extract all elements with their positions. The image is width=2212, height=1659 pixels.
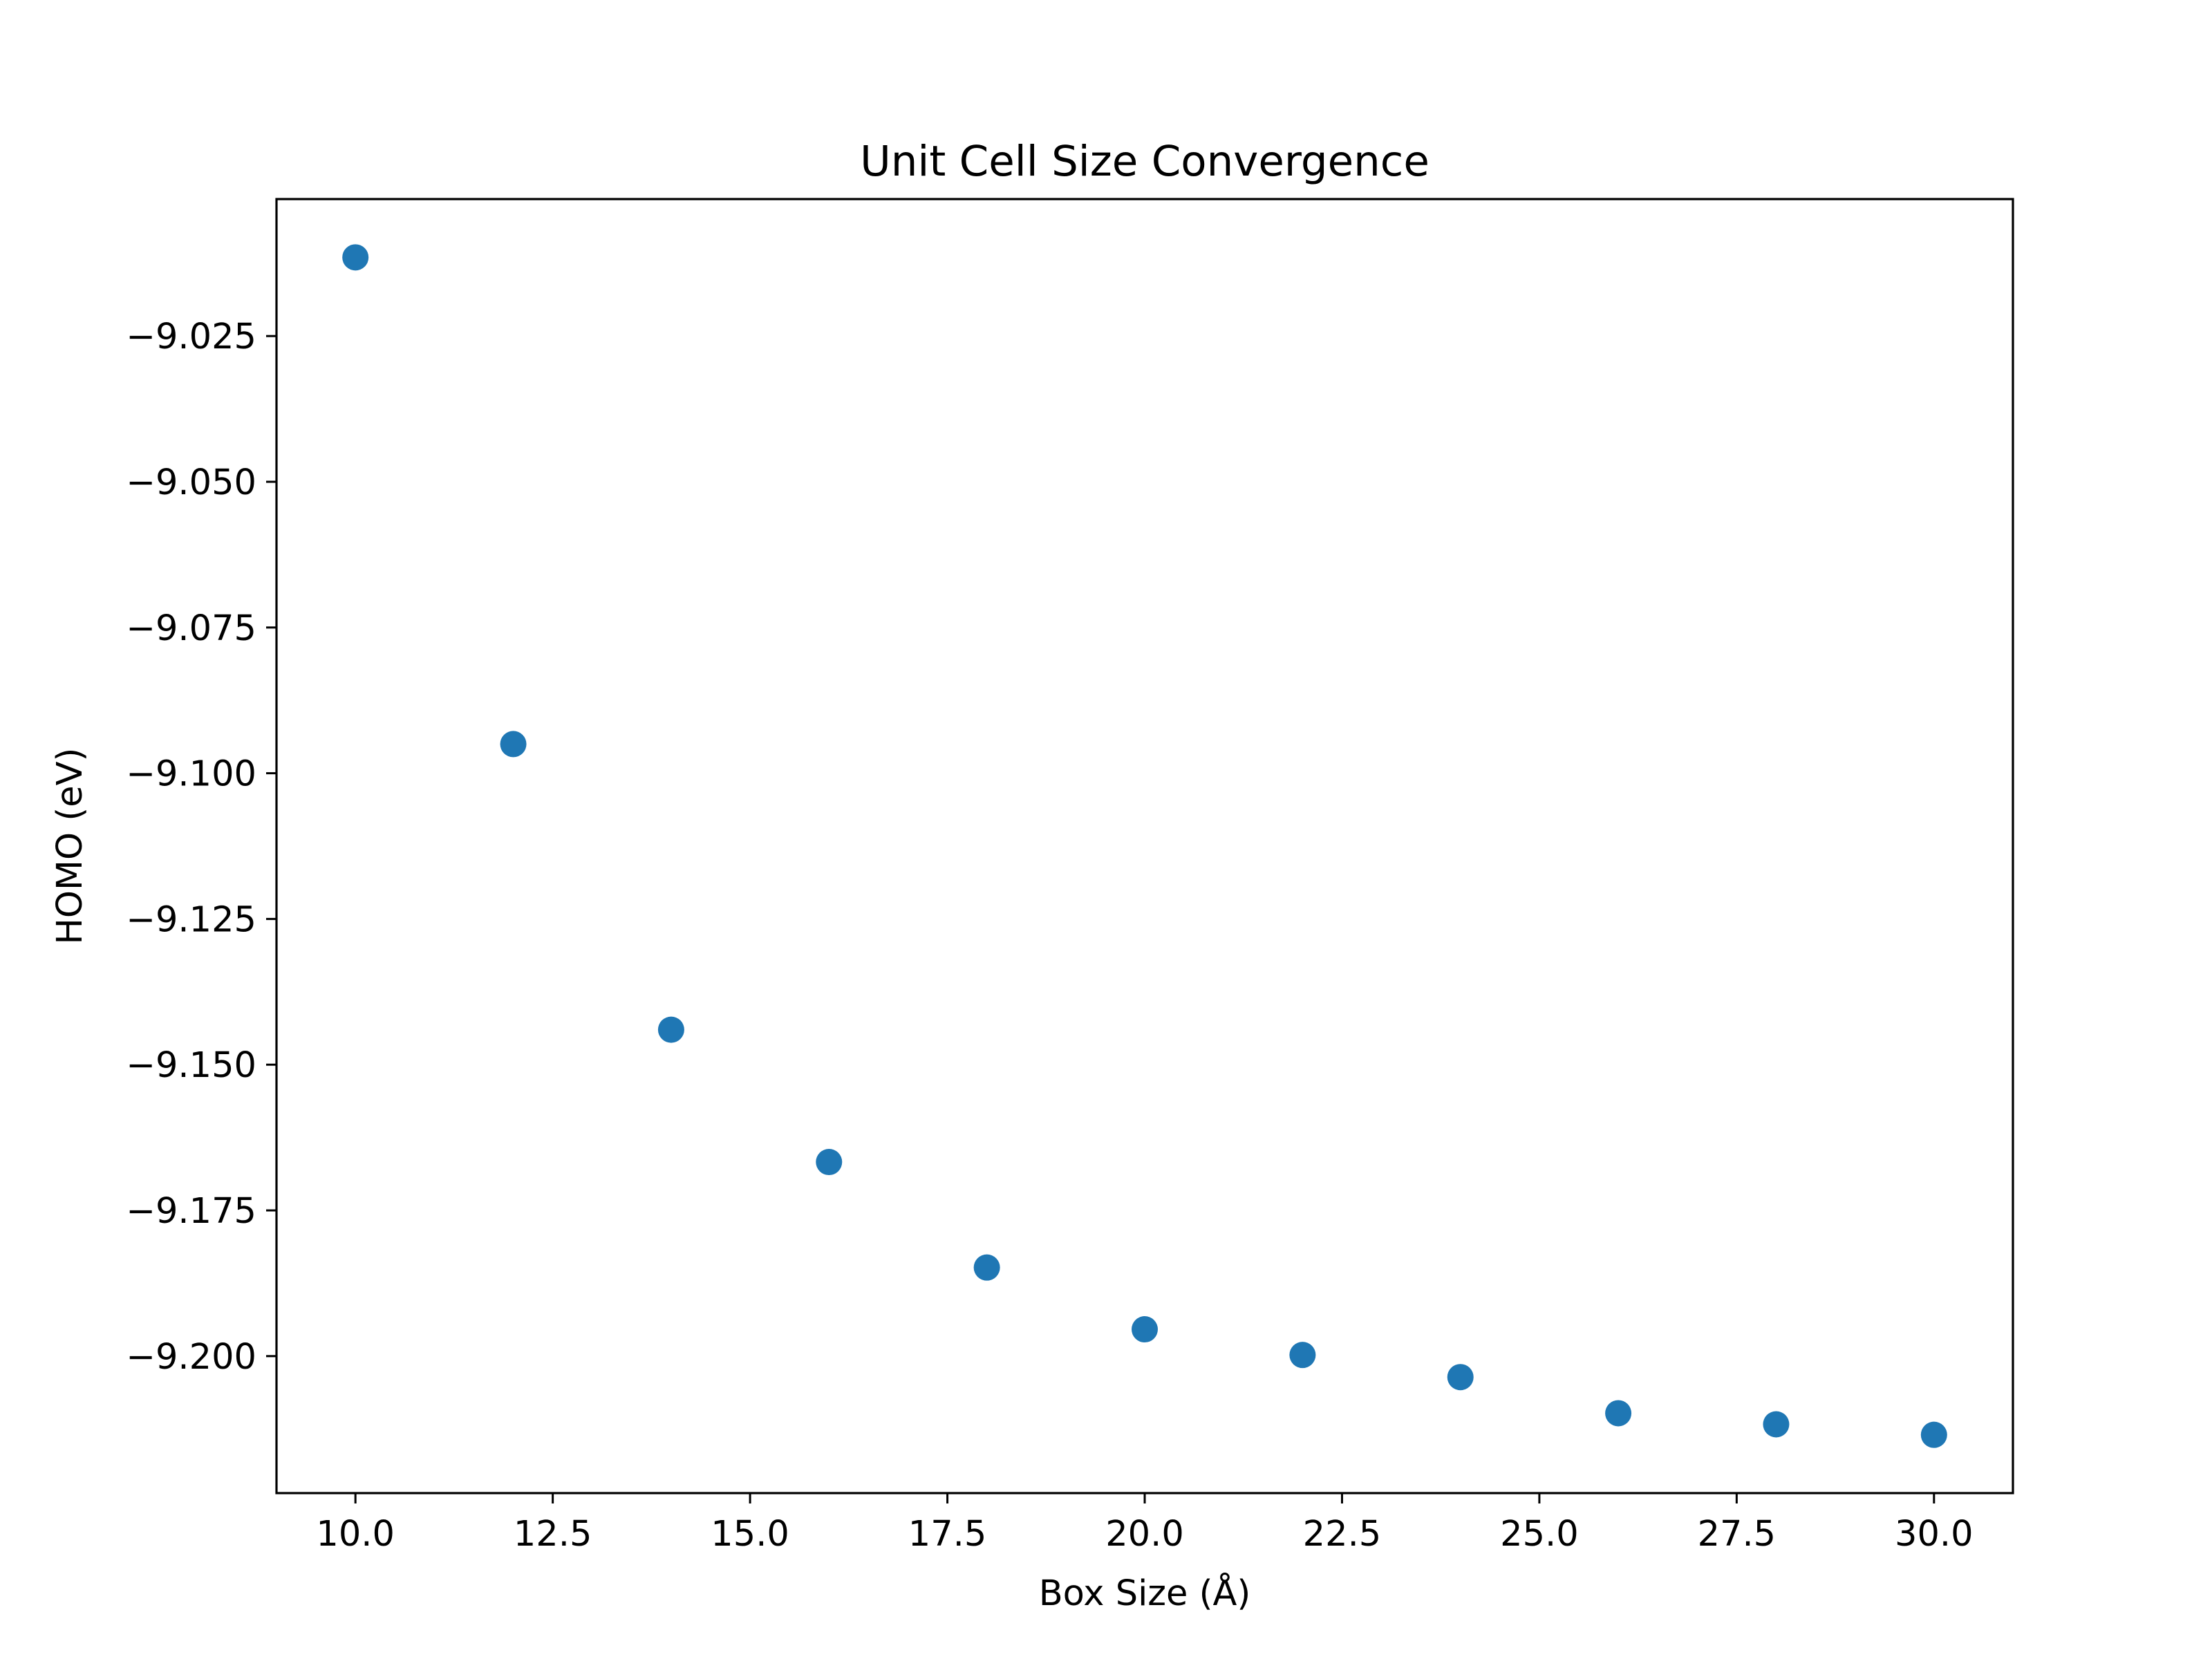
y-tick-label: −9.050	[126, 462, 256, 503]
chart-title: Unit Cell Size Convergence	[860, 137, 1430, 186]
y-tick-label: −9.175	[126, 1191, 256, 1232]
data-point	[1447, 1364, 1474, 1391]
x-tick-label: 22.5	[1303, 1514, 1382, 1555]
data-point	[500, 731, 527, 758]
x-tick-label: 12.5	[514, 1514, 592, 1555]
y-tick-label: −9.075	[126, 608, 256, 649]
x-tick-label: 27.5	[1698, 1514, 1777, 1555]
plot-area	[342, 244, 1947, 1448]
x-axis-label: Box Size (Å)	[1039, 1571, 1251, 1614]
x-tick-label: 17.5	[908, 1514, 987, 1555]
x-tick-label: 30.0	[1895, 1514, 1974, 1555]
x-axis-ticks: 10.0 12.5 15.0 17.5 20.0 22.5 25.0 27.5 30.0	[316, 1493, 1974, 1555]
x-tick-label: 25.0	[1500, 1514, 1579, 1555]
y-tick-label: −9.025	[126, 317, 256, 357]
data-point	[1132, 1316, 1158, 1343]
y-axis-ticks: −9.025 −9.050 −9.075 −9.100 −9.125 −9.150 −9.1…	[126, 317, 276, 1378]
y-tick-label: −9.200	[126, 1337, 256, 1378]
y-axis-label: HOMO (eV)	[50, 748, 91, 945]
x-tick-label: 20.0	[1105, 1514, 1184, 1555]
data-point	[1289, 1342, 1316, 1369]
data-point	[1920, 1421, 1947, 1448]
data-point	[342, 244, 369, 271]
x-tick-label: 15.0	[711, 1514, 789, 1555]
axes-frame	[275, 198, 2014, 1494]
y-tick-label: −9.100	[126, 754, 256, 795]
x-tick-label: 10.0	[316, 1514, 395, 1555]
data-point	[816, 1149, 843, 1176]
data-point	[1763, 1411, 1790, 1438]
y-tick-label: −9.150	[126, 1045, 256, 1086]
data-point	[973, 1254, 1000, 1281]
y-tick-label: −9.125	[126, 899, 256, 940]
data-point	[1605, 1400, 1632, 1427]
data-point	[657, 1016, 684, 1043]
